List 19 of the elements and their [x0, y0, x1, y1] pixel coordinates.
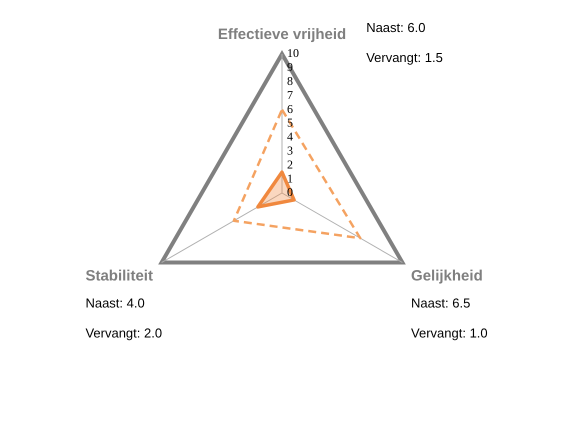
- text: Naast: 4.0: [85, 296, 145, 311]
- spoke-label: Gelijkheid: [411, 268, 483, 285]
- y-tick-label: 5: [287, 116, 293, 130]
- y-tick-label: 3: [287, 143, 293, 158]
- spoke-label: Stabiliteit: [85, 268, 153, 285]
- text: Vervangt: 1.5: [366, 50, 443, 66]
- y-tick-label: 10: [287, 46, 299, 60]
- y-tick-label: 4: [287, 130, 293, 144]
- y-tick-label: 7: [287, 88, 293, 102]
- y-tick-label: 1: [287, 171, 293, 186]
- y-tick-label: 8: [287, 74, 293, 88]
- text: Vervangt: 1.0: [411, 326, 488, 341]
- text: Naast: 6.0: [366, 20, 426, 36]
- y-tick-label: 2: [287, 157, 293, 172]
- text: Naast: 6.5: [411, 296, 470, 311]
- y-tick-label: 0: [287, 185, 293, 200]
- spoke-label: Effectieve vrijheid: [218, 26, 346, 44]
- y-tick-label: 6: [287, 102, 293, 116]
- text: Vervangt: 2.0: [85, 326, 162, 341]
